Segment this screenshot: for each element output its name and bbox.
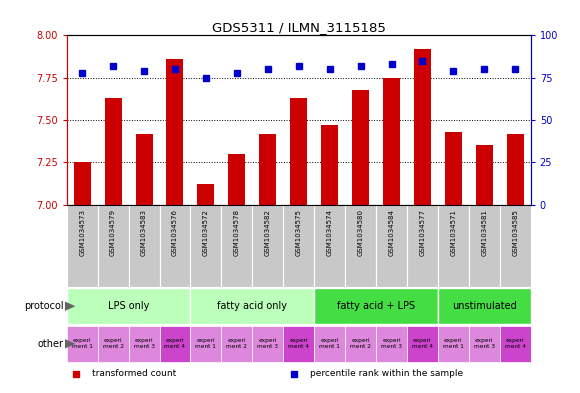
Bar [252, 205, 283, 287]
Text: experi
ment 1: experi ment 1 [195, 338, 216, 349]
Text: GSM1034574: GSM1034574 [327, 209, 333, 256]
Bar [222, 326, 252, 362]
Bar [160, 205, 190, 287]
Bar [383, 78, 400, 205]
Text: experi
ment 3: experi ment 3 [474, 338, 495, 349]
Text: GSM1034571: GSM1034571 [450, 209, 456, 256]
Text: other: other [38, 339, 64, 349]
Bar [314, 326, 345, 362]
Bar [190, 326, 222, 362]
Bar [321, 125, 338, 205]
Bar [283, 326, 314, 362]
Bar [438, 205, 469, 287]
Bar [476, 145, 493, 205]
Bar [166, 59, 183, 205]
Bar [160, 326, 190, 362]
Bar [345, 205, 376, 287]
Bar [283, 205, 314, 287]
Text: protocol: protocol [24, 301, 64, 311]
Bar [314, 288, 438, 324]
Title: GDS5311 / ILMN_3115185: GDS5311 / ILMN_3115185 [212, 21, 386, 34]
Bar [314, 205, 345, 287]
Text: fatty acid only: fatty acid only [218, 301, 287, 311]
Bar [438, 326, 469, 362]
Text: GSM1034577: GSM1034577 [419, 209, 426, 256]
Text: GSM1034582: GSM1034582 [264, 209, 271, 256]
Bar [469, 326, 500, 362]
Bar [197, 184, 215, 205]
Text: experi
ment 3: experi ment 3 [381, 338, 402, 349]
Bar [290, 98, 307, 205]
Bar [469, 205, 500, 287]
Text: transformed count: transformed count [92, 369, 176, 378]
Text: experi
ment 4: experi ment 4 [505, 338, 525, 349]
Text: experi
ment 4: experi ment 4 [165, 338, 186, 349]
Text: GSM1034579: GSM1034579 [110, 209, 116, 256]
Text: experi
ment 1: experi ment 1 [443, 338, 464, 349]
Bar [414, 49, 431, 205]
Bar [129, 326, 160, 362]
Bar [345, 326, 376, 362]
Bar [376, 205, 407, 287]
Text: GSM1034578: GSM1034578 [234, 209, 240, 256]
Bar [252, 326, 283, 362]
Bar [97, 326, 129, 362]
Bar [104, 98, 122, 205]
Bar [222, 205, 252, 287]
Bar [129, 205, 160, 287]
Bar [507, 134, 524, 205]
Bar [97, 205, 129, 287]
Bar [376, 326, 407, 362]
Text: GSM1034581: GSM1034581 [481, 209, 487, 256]
Text: experi
ment 3: experi ment 3 [258, 338, 278, 349]
Text: experi
ment 1: experi ment 1 [72, 338, 93, 349]
Bar [445, 132, 462, 205]
Text: GSM1034584: GSM1034584 [389, 209, 394, 256]
Bar [74, 162, 90, 205]
Bar [407, 205, 438, 287]
Text: GSM1034585: GSM1034585 [512, 209, 519, 256]
Bar [500, 205, 531, 287]
Bar [259, 134, 276, 205]
Text: experi
ment 2: experi ment 2 [103, 338, 124, 349]
Text: fatty acid + LPS: fatty acid + LPS [337, 301, 415, 311]
Text: GSM1034580: GSM1034580 [357, 209, 364, 256]
Text: GSM1034576: GSM1034576 [172, 209, 178, 256]
Bar [407, 326, 438, 362]
Text: GSM1034572: GSM1034572 [203, 209, 209, 256]
Bar [190, 288, 314, 324]
Text: experi
ment 3: experi ment 3 [133, 338, 154, 349]
Bar [136, 134, 153, 205]
Text: experi
ment 2: experi ment 2 [350, 338, 371, 349]
Text: experi
ment 4: experi ment 4 [288, 338, 309, 349]
Bar [352, 90, 369, 205]
Bar [67, 326, 97, 362]
Text: percentile rank within the sample: percentile rank within the sample [310, 369, 463, 378]
Bar [438, 288, 531, 324]
Text: experi
ment 4: experi ment 4 [412, 338, 433, 349]
Bar [67, 205, 97, 287]
Bar [500, 326, 531, 362]
Text: experi
ment 1: experi ment 1 [319, 338, 340, 349]
Text: experi
ment 2: experi ment 2 [226, 338, 247, 349]
Bar [190, 205, 222, 287]
Text: unstimulated: unstimulated [452, 301, 517, 311]
Text: LPS only: LPS only [108, 301, 149, 311]
Bar [67, 288, 190, 324]
Text: GSM1034573: GSM1034573 [79, 209, 85, 256]
Text: GSM1034583: GSM1034583 [141, 209, 147, 256]
Bar [229, 154, 245, 205]
Text: GSM1034575: GSM1034575 [296, 209, 302, 256]
